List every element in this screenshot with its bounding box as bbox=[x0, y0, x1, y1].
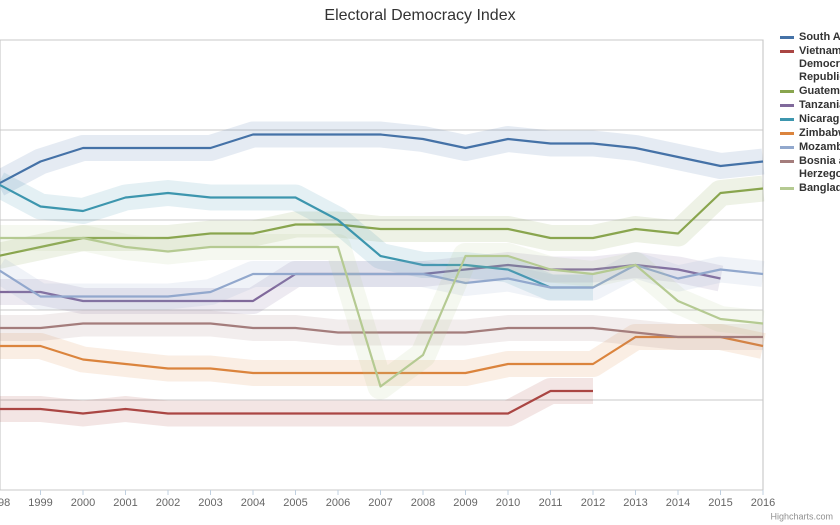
x-tick-label: 2003 bbox=[198, 497, 222, 509]
x-tick-label: 2016 bbox=[751, 497, 775, 509]
x-tick-label: 2012 bbox=[581, 497, 605, 509]
legend-label: South Africa bbox=[799, 31, 840, 43]
series-line bbox=[0, 322, 763, 339]
series-band bbox=[0, 378, 593, 427]
legend-label: Tanzania bbox=[799, 99, 840, 111]
legend-item[interactable]: Vietnam Democratic Republic bbox=[780, 45, 840, 84]
legend-label: Bangladesh bbox=[799, 182, 840, 194]
legend-item[interactable]: Bangladesh bbox=[780, 182, 840, 195]
chart-title: Electoral Democracy Index bbox=[324, 7, 515, 24]
series-band bbox=[0, 121, 765, 196]
legend-swatch bbox=[780, 104, 794, 107]
credits: Highcharts.com bbox=[770, 511, 833, 521]
x-tick-label: 2015 bbox=[708, 497, 732, 509]
legend-item[interactable]: Nicaragua bbox=[780, 113, 840, 126]
legend-label: Bosnia and Herzegovina bbox=[799, 155, 840, 180]
legend-label: Mozambique bbox=[799, 141, 840, 153]
x-tick-label: 1998 bbox=[0, 497, 10, 509]
x-tick-label: 2006 bbox=[326, 497, 350, 509]
x-tick-label: 2013 bbox=[623, 497, 647, 509]
legend-swatch bbox=[780, 132, 794, 135]
series-line bbox=[0, 133, 764, 185]
legend-swatch bbox=[780, 146, 794, 149]
x-tick-label: 2005 bbox=[283, 497, 307, 509]
x-tick-label: 2011 bbox=[539, 497, 563, 509]
legend-item[interactable]: Bosnia and Herzegovina bbox=[780, 155, 840, 181]
legend-item[interactable]: Zimbabwe bbox=[780, 127, 840, 140]
legend-swatch bbox=[780, 90, 794, 93]
series-line bbox=[0, 236, 764, 388]
series-line bbox=[0, 335, 764, 375]
legend-swatch bbox=[780, 50, 794, 53]
x-tick-label: 2000 bbox=[71, 497, 95, 509]
x-tick-label: 2001 bbox=[113, 497, 137, 509]
legend-swatch bbox=[780, 160, 794, 163]
x-tick-label: 2004 bbox=[241, 497, 265, 509]
x-tick-label: 2014 bbox=[666, 497, 690, 509]
series-line bbox=[0, 187, 764, 257]
legend-item[interactable]: Tanzania bbox=[780, 99, 840, 112]
legend-swatch bbox=[780, 118, 794, 121]
x-tick-label: 2010 bbox=[496, 497, 520, 509]
legend-swatch bbox=[780, 187, 794, 190]
x-tick-label: 1999 bbox=[28, 497, 52, 509]
legend-swatch bbox=[780, 36, 794, 39]
series-line bbox=[0, 389, 593, 415]
legend-item[interactable]: Mozambique bbox=[780, 141, 840, 154]
legend-item[interactable]: Guatemala bbox=[780, 85, 840, 98]
legend-item[interactable]: South Africa bbox=[780, 31, 840, 44]
x-tick-label: 2009 bbox=[453, 497, 477, 509]
legend-label: Nicaragua bbox=[799, 113, 840, 125]
legend-label: Zimbabwe bbox=[799, 127, 840, 139]
legend: South Africa Vietnam Democratic Republic G… bbox=[780, 31, 840, 196]
legend-label: Guatemala bbox=[799, 85, 840, 97]
series-line bbox=[0, 183, 593, 289]
x-tick-label: 2007 bbox=[368, 497, 392, 509]
legend-label: Vietnam Democratic Republic bbox=[799, 45, 840, 83]
x-tick-label: 2008 bbox=[411, 497, 435, 509]
x-tick-label: 2002 bbox=[156, 497, 180, 509]
